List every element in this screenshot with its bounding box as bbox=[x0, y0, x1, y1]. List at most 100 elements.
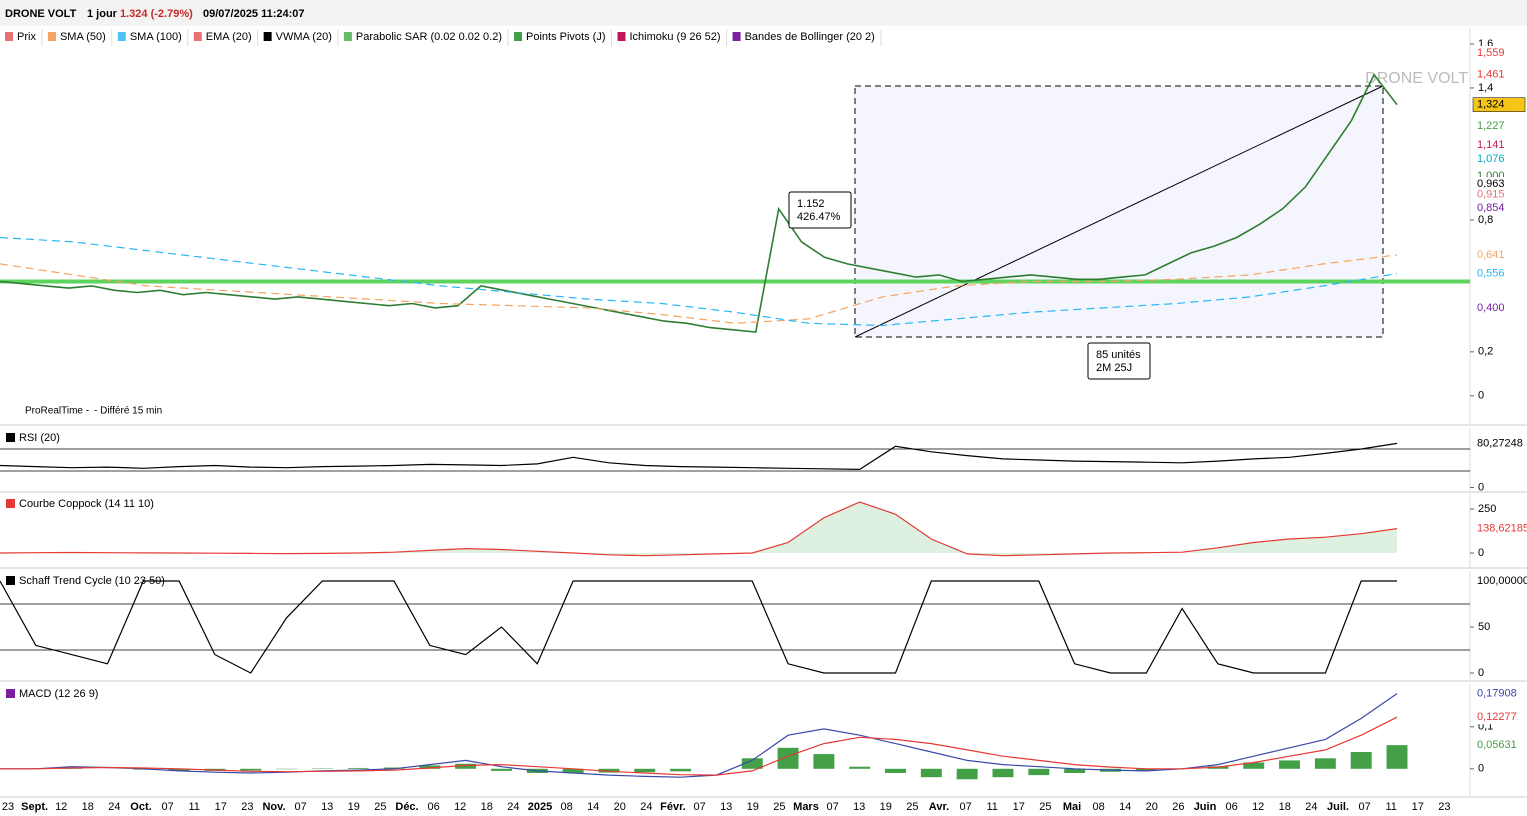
x-tick-label: Oct. bbox=[130, 801, 151, 813]
x-tick-label: 07 bbox=[959, 801, 971, 813]
histogram-bar bbox=[885, 768, 906, 773]
value-tag bbox=[1473, 187, 1525, 202]
histogram-bar bbox=[562, 768, 584, 773]
series-line bbox=[0, 236, 1398, 327]
x-tick-label: 19 bbox=[880, 801, 892, 813]
x-tick-label: 20 bbox=[614, 801, 626, 813]
histogram-bar bbox=[1135, 768, 1157, 771]
value-tag bbox=[1473, 300, 1525, 315]
panel-title: Schaff Trend Cycle (10 23 50) bbox=[19, 575, 165, 587]
x-tick-label: 11 bbox=[1385, 801, 1396, 813]
watermark: DRONE VOLT bbox=[1365, 70, 1468, 87]
y-tick-label: 0 bbox=[1478, 390, 1484, 402]
x-tick-label: 18 bbox=[1279, 801, 1291, 813]
histogram-bar bbox=[992, 768, 1014, 778]
legend-label: EMA (20) bbox=[206, 31, 252, 43]
value-tag-label: 0,915 bbox=[1477, 189, 1505, 201]
histogram-bar bbox=[240, 768, 262, 771]
legend-swatch bbox=[263, 32, 272, 41]
histogram-bar bbox=[670, 768, 692, 772]
change: 1.324 (-2.79%) bbox=[120, 8, 193, 20]
y-tick-label: 0 bbox=[1478, 547, 1484, 559]
annotation-text: 1.152 bbox=[797, 198, 825, 210]
legend-swatch bbox=[193, 32, 202, 41]
histogram-bar bbox=[956, 768, 978, 780]
histogram-bar bbox=[455, 763, 477, 769]
footnote: ProRealTime - bbox=[25, 406, 89, 417]
legend-label: Bandes de Bollinger (20 2) bbox=[745, 31, 875, 43]
annotation-box bbox=[788, 191, 852, 229]
x-tick-label: 19 bbox=[747, 801, 759, 813]
value-tag bbox=[1473, 436, 1525, 451]
x-tick-label: 07 bbox=[693, 801, 705, 813]
histogram-bar bbox=[419, 765, 441, 769]
x-tick-label: 12 bbox=[1252, 801, 1264, 813]
value-tag bbox=[1473, 247, 1525, 262]
x-tick-label: 08 bbox=[1092, 801, 1104, 813]
y-tick-label: 0 bbox=[1478, 481, 1484, 493]
x-tick-label: 13 bbox=[720, 801, 732, 813]
x-tick-label: 17 bbox=[1412, 801, 1424, 813]
value-tag bbox=[1473, 710, 1525, 725]
series-line bbox=[0, 254, 1398, 324]
value-tag-label: 100,00000 bbox=[1477, 575, 1527, 587]
legend-label: VWMA (20) bbox=[276, 31, 332, 43]
panel-swatch bbox=[6, 433, 15, 442]
x-tick-label: 24 bbox=[1305, 801, 1317, 813]
x-tick-label: Juin bbox=[1194, 801, 1217, 813]
period: 1 jour bbox=[87, 8, 118, 20]
value-tag-label: 0,400 bbox=[1477, 302, 1505, 314]
value-tag bbox=[1473, 67, 1525, 82]
panel-swatch bbox=[6, 576, 15, 585]
symbol: DRONE VOLT bbox=[5, 8, 77, 20]
x-tick-label: 17 bbox=[215, 801, 227, 813]
panel-swatch bbox=[6, 689, 15, 698]
legend-label: Points Pivots (J) bbox=[526, 31, 605, 43]
x-tick-label: Déc. bbox=[395, 801, 418, 813]
x-tick-label: Mars bbox=[793, 801, 819, 813]
value-tag bbox=[1473, 266, 1525, 281]
value-tag bbox=[1473, 46, 1525, 61]
x-tick-label: 25 bbox=[773, 801, 785, 813]
x-tick-label: 23 bbox=[1438, 801, 1450, 813]
x-tick-label: 07 bbox=[826, 801, 838, 813]
x-tick-label: 13 bbox=[321, 801, 333, 813]
value-tag bbox=[1473, 119, 1525, 134]
value-tag-label: 1,227 bbox=[1477, 120, 1505, 132]
legend-label: Ichimoku (9 26 52) bbox=[629, 31, 720, 43]
histogram-bar bbox=[1350, 752, 1372, 769]
x-tick-label: 06 bbox=[1225, 801, 1237, 813]
value-tag bbox=[1473, 738, 1525, 753]
x-tick-label: Juil. bbox=[1327, 801, 1349, 813]
annotation-text: 85 unités bbox=[1096, 349, 1141, 361]
x-tick-label: 24 bbox=[507, 801, 519, 813]
x-tick-label: 24 bbox=[108, 801, 120, 813]
x-tick-label: 25 bbox=[374, 801, 386, 813]
legend-swatch bbox=[732, 32, 741, 41]
y-tick-label: 250 bbox=[1478, 503, 1496, 515]
x-tick-label: 19 bbox=[348, 801, 360, 813]
value-tag-label: 0,556 bbox=[1477, 267, 1505, 279]
trend-line bbox=[854, 85, 1384, 338]
histogram-bar bbox=[1064, 768, 1086, 773]
series-line bbox=[0, 442, 1398, 471]
value-tag-label: 0,963 bbox=[1477, 178, 1505, 190]
legend-label: Parabolic SAR (0.02 0.02 0.2) bbox=[356, 31, 502, 43]
x-tick-label: 18 bbox=[82, 801, 94, 813]
annotation-box bbox=[1087, 342, 1151, 380]
value-tag bbox=[1473, 152, 1525, 167]
histogram-bar bbox=[598, 768, 620, 773]
value-tag-label: 0,05631 bbox=[1477, 739, 1517, 751]
value-tag bbox=[1473, 137, 1525, 152]
x-tick-label: 07 bbox=[1358, 801, 1370, 813]
legend-label: Prix bbox=[17, 31, 36, 43]
value-tag-label: 1,141 bbox=[1477, 139, 1505, 151]
value-tag bbox=[1473, 201, 1525, 216]
value-tag-label: 1,559 bbox=[1477, 47, 1505, 59]
x-tick-label: 23 bbox=[241, 801, 253, 813]
x-tick-label: 25 bbox=[1039, 801, 1051, 813]
x-tick-label: 08 bbox=[560, 801, 572, 813]
series-line bbox=[0, 693, 1398, 778]
x-tick-label: 11 bbox=[986, 801, 997, 813]
